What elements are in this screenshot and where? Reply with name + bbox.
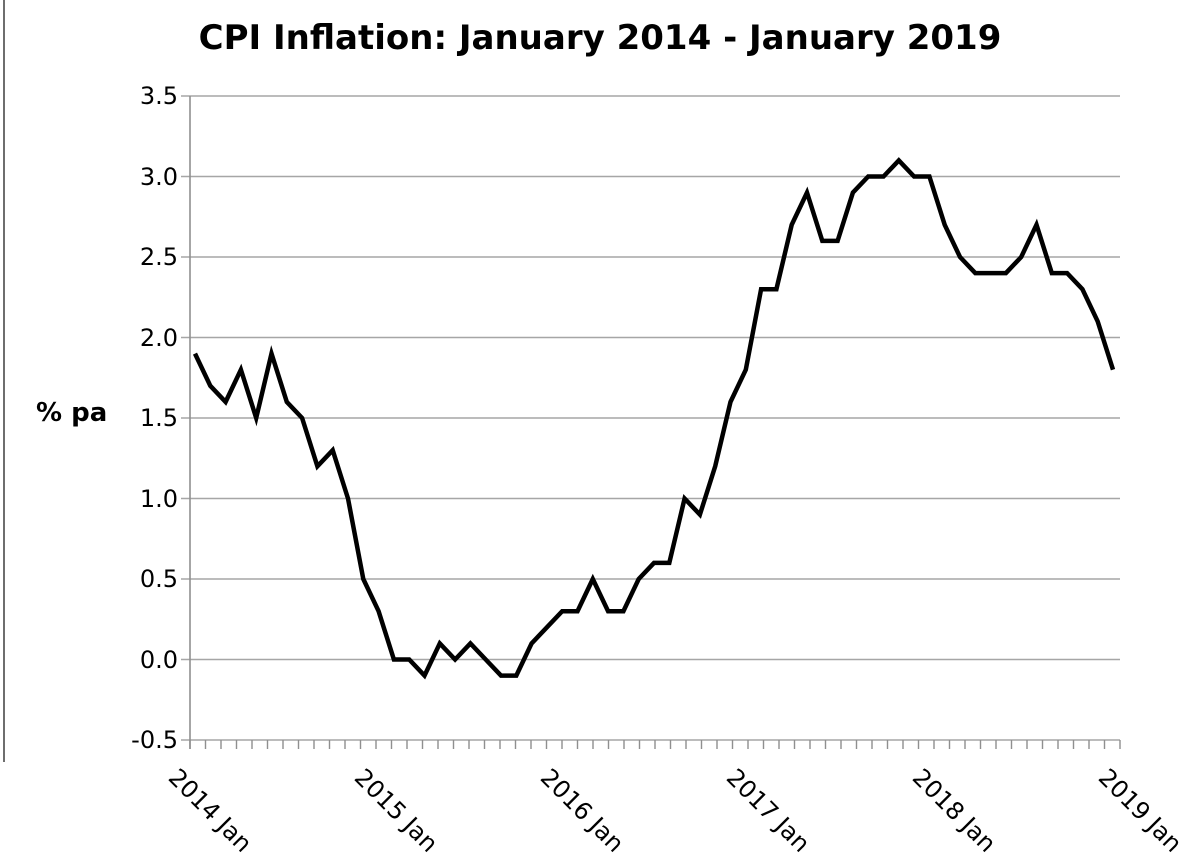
- y-tick-label: 2.0: [139, 323, 178, 352]
- y-tick-label: 0.5: [139, 565, 178, 593]
- y-tick-label: 0.0: [139, 645, 178, 674]
- y-tick-label: 3.0: [139, 162, 178, 191]
- y-axis-title: % pa: [36, 398, 108, 428]
- cpi-data-line: [192, 157, 1116, 680]
- y-tick-label: 1.5: [139, 404, 178, 432]
- y-tick-label: 3.5: [139, 82, 178, 110]
- y-tick-label: 2.5: [139, 243, 178, 271]
- y-tick-label: 1.0: [139, 484, 178, 513]
- chart-title: CPI Inflation: January 2014 - January 20…: [198, 18, 1002, 58]
- window-left-edge-line: [3, 0, 5, 762]
- y-tick-label: -0.5: [131, 726, 178, 754]
